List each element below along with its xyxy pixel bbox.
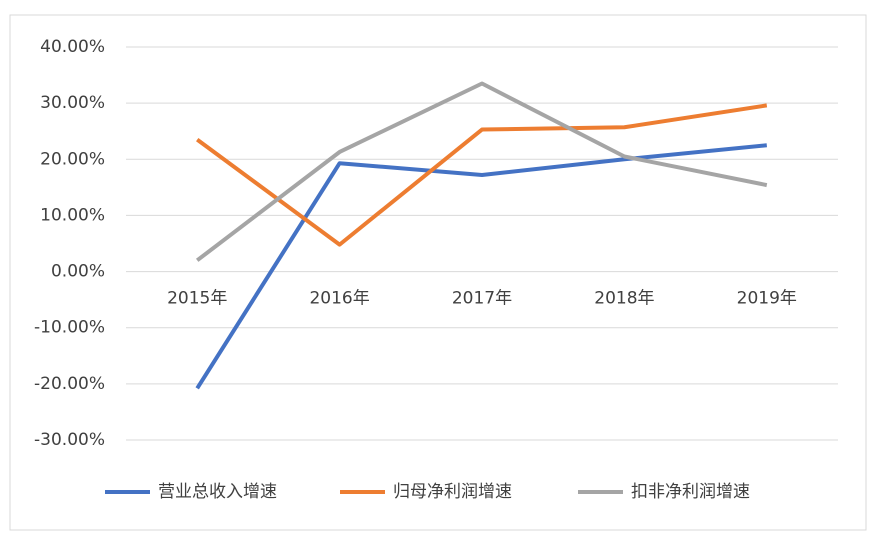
series-line bbox=[195, 143, 767, 390]
x-tick-label: 2018年 bbox=[594, 289, 654, 309]
legend-label: 扣非净利润增速 bbox=[631, 482, 750, 502]
y-tick-label: -30.00% bbox=[34, 430, 105, 450]
y-tick-label: 30.00% bbox=[40, 93, 105, 113]
y-tick-label: 40.00% bbox=[40, 37, 105, 57]
chart-border bbox=[9, 14, 867, 531]
x-tick-label: 2019年 bbox=[737, 289, 797, 309]
y-tick-label: 10.00% bbox=[40, 205, 105, 225]
y-tick-label: 0.00% bbox=[51, 262, 105, 282]
legend-label: 营业总收入增速 bbox=[158, 482, 277, 502]
series-line bbox=[196, 103, 768, 247]
x-tick-label: 2017年 bbox=[452, 289, 512, 309]
x-tick-label: 2016年 bbox=[309, 289, 369, 309]
series-line bbox=[195, 81, 768, 262]
y-tick-label: 20.00% bbox=[40, 149, 105, 169]
y-tick-label: -10.00% bbox=[34, 318, 105, 338]
x-tick-label: 2015年 bbox=[167, 289, 227, 309]
legend-label: 归母净利润增速 bbox=[393, 482, 512, 502]
y-tick-label: -20.00% bbox=[34, 374, 105, 394]
